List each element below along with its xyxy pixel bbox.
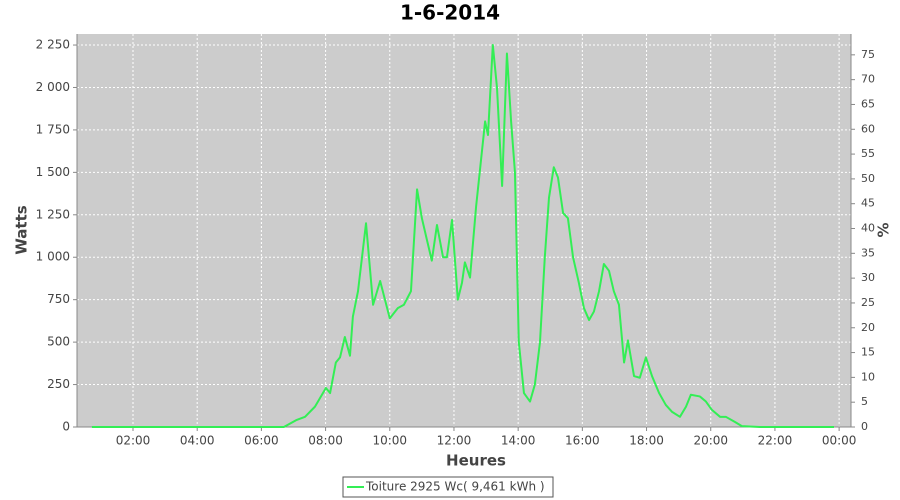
x-tick-label: 20:00 [693, 434, 728, 448]
y-tick-label: 1 500 [36, 165, 70, 179]
y2-tick-label: 30 [861, 271, 875, 284]
x-tick-label: 02:00 [116, 434, 151, 448]
x-tick-label: 00:00 [822, 434, 857, 448]
y2-tick-label: 0 [861, 420, 868, 433]
y-tick-label: 1 000 [36, 250, 70, 264]
y2-tick-label: 45 [861, 197, 875, 210]
series-line [91, 44, 834, 428]
x-tick-label: 10:00 [372, 434, 407, 448]
x-tick-label: 08:00 [308, 434, 343, 448]
y2-tick-label: 60 [861, 122, 875, 135]
x-tick-label: 06:00 [244, 434, 279, 448]
y2-tick-label: 55 [861, 147, 875, 160]
y-tick-label: 1 750 [36, 122, 70, 136]
y2-tick-label: 10 [861, 370, 875, 383]
y-tick-label: 2 250 [36, 38, 70, 52]
x-tick-label: 16:00 [565, 434, 600, 448]
y2-tick-label: 20 [861, 321, 875, 334]
legend-label: Toiture 2925 Wc( 9,461 kWh ) [365, 480, 545, 494]
y-tick-label: 2 000 [36, 80, 70, 94]
chart-title: 1-6-2014 [400, 1, 500, 25]
y-tick-label: 750 [47, 292, 70, 306]
y2-tick-label: 65 [861, 97, 875, 110]
y2-tick-label: 25 [861, 296, 875, 309]
y2-tick-label: 70 [861, 73, 875, 86]
plot-area [77, 34, 851, 427]
y2-tick-label: 35 [861, 246, 875, 259]
x-tick-label: 14:00 [501, 434, 536, 448]
x-tick-label: 04:00 [180, 434, 215, 448]
x-tick-label: 22:00 [758, 434, 793, 448]
legend [342, 476, 554, 498]
y2-tick-label: 15 [861, 346, 875, 359]
y-tick-label: 250 [47, 377, 70, 391]
y2-axis-label: % [875, 222, 893, 237]
y-axis-label: Watts [13, 205, 31, 254]
y-tick-label: 1 250 [36, 207, 70, 221]
y2-tick-label: 5 [861, 395, 868, 408]
x-axis-label: Heures [446, 452, 506, 470]
y2-tick-label: 75 [861, 48, 875, 61]
y-tick-label: 0 [62, 420, 70, 434]
x-tick-label: 12:00 [437, 434, 472, 448]
y2-tick-label: 40 [861, 222, 875, 235]
y2-tick-label: 50 [861, 172, 875, 185]
y-tick-label: 500 [47, 335, 70, 349]
x-tick-label: 18:00 [629, 434, 664, 448]
